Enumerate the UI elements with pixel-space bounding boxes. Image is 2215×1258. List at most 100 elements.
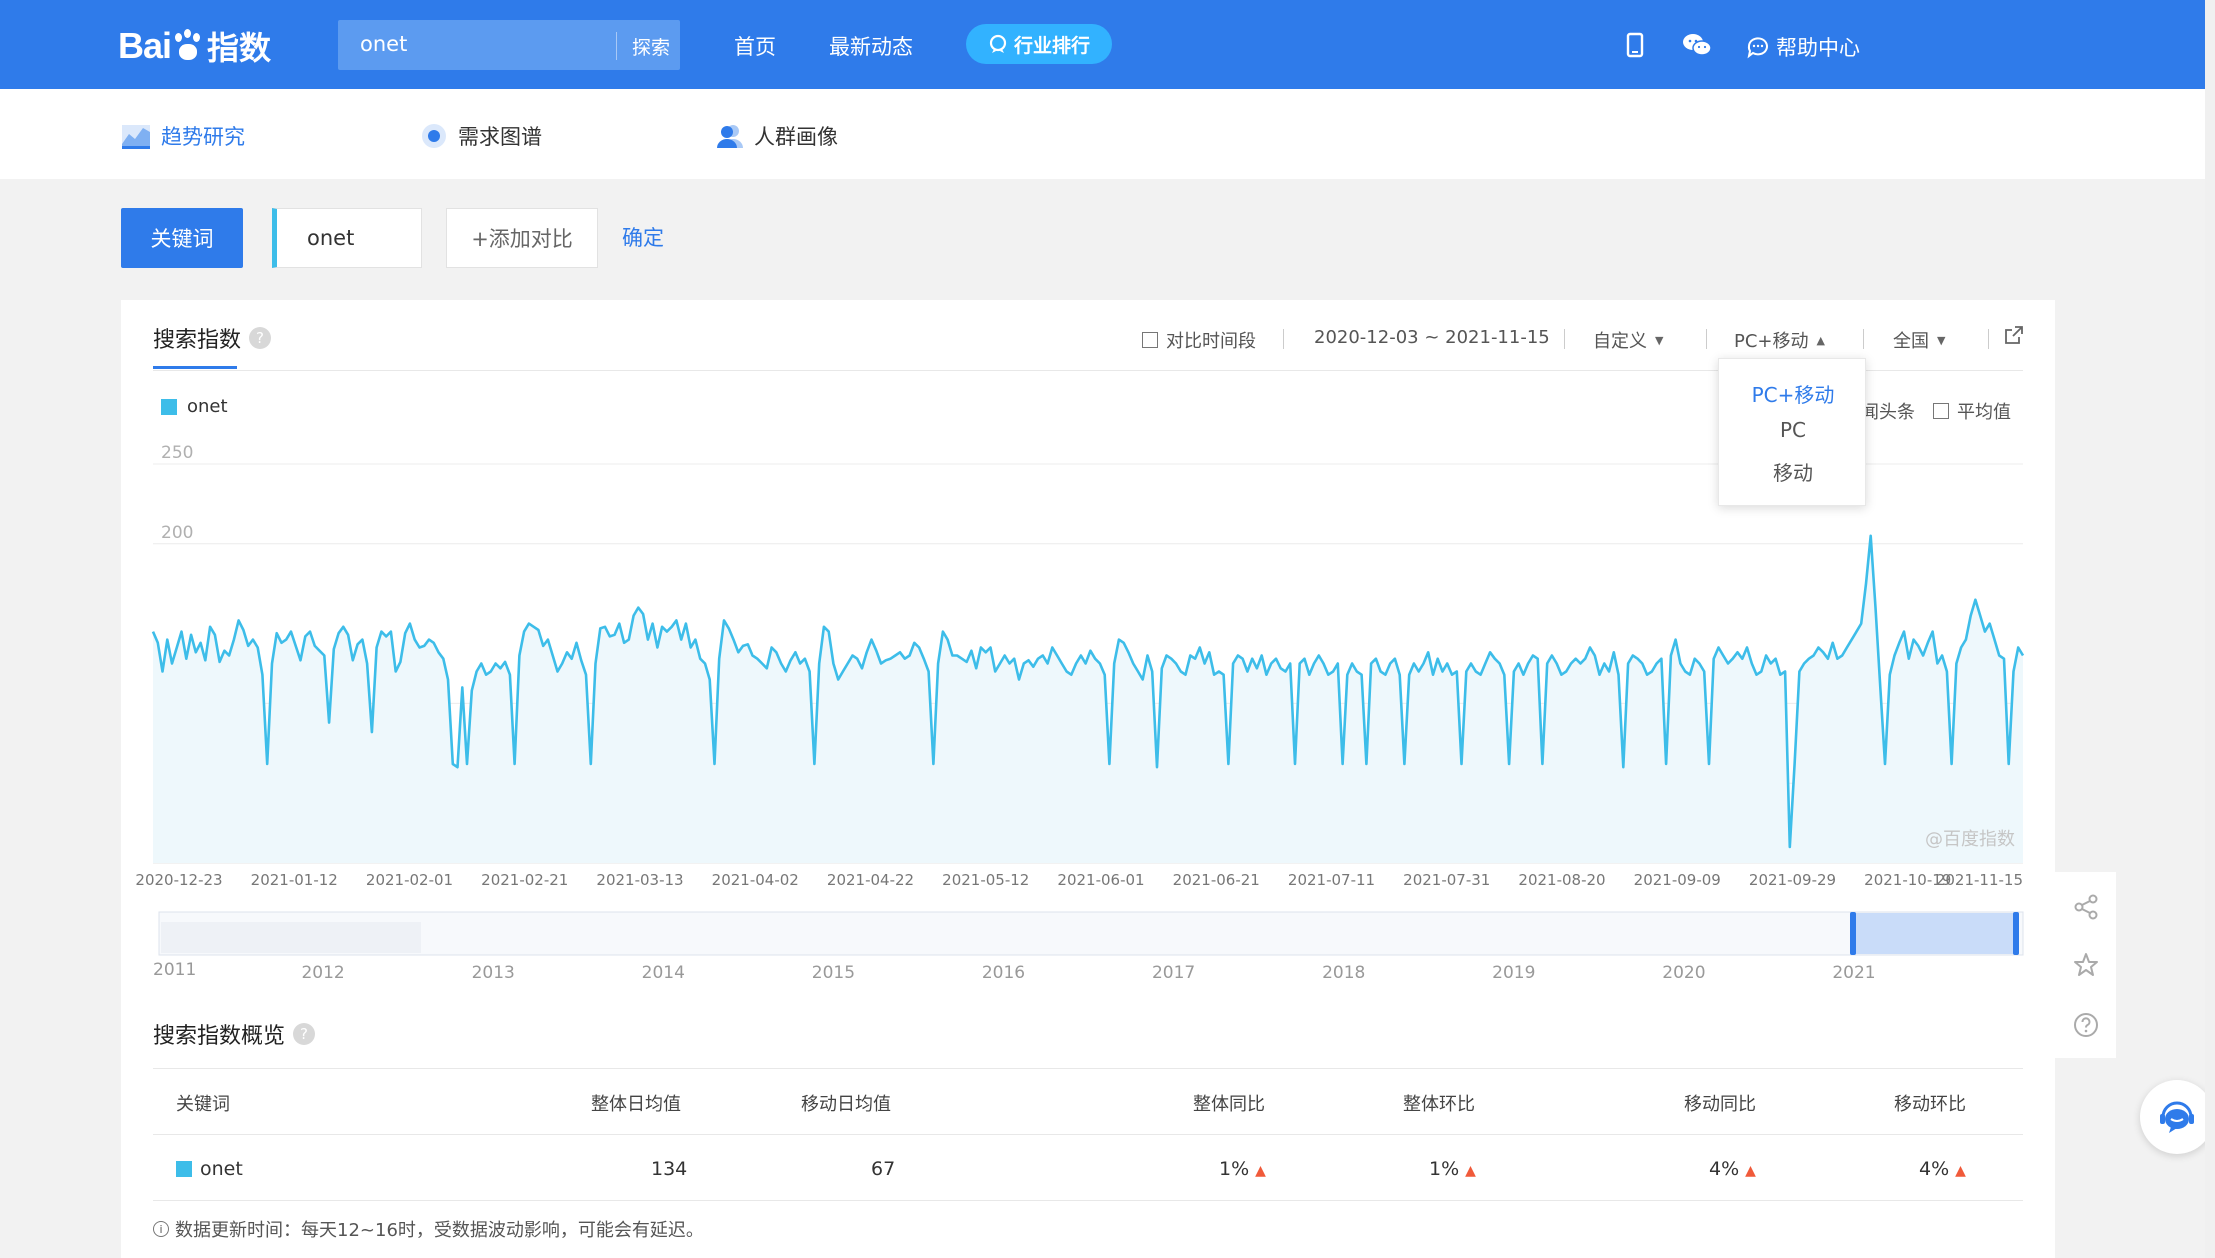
x-tick-label: 2021-04-02 xyxy=(712,871,799,889)
nav-latest-news-link[interactable]: 最新动态 xyxy=(829,35,913,59)
row-mobile-mom: 4% ▲ xyxy=(1919,1158,1966,1180)
timeline-year-label: 2019 xyxy=(1492,963,1535,983)
timeline-year-label: 2018 xyxy=(1322,963,1365,983)
overview-help-icon[interactable]: ? xyxy=(293,1023,316,1045)
search-index-title-text: 搜索指数 xyxy=(153,328,242,353)
custom-range-dropdown[interactable]: 自定义 ▼ xyxy=(1593,327,1663,353)
tab-audience-profile[interactable]: 人群画像 xyxy=(716,121,838,151)
external-link-icon[interactable] xyxy=(2003,324,2025,346)
region-dropdown[interactable]: 全国 ▼ xyxy=(1893,327,1945,353)
date-range-selector[interactable]: 2020-12-03 ~ 2021-11-15 xyxy=(1314,327,1550,348)
col-overall-avg: 整体日均值 xyxy=(591,1094,681,1115)
help-chat-icon xyxy=(1747,37,1768,59)
data-update-note-text: 数据更新时间：每天12~16时，受数据波动影响，可能会有延迟。 xyxy=(175,1220,704,1241)
ranking-badge-icon xyxy=(989,34,1007,53)
y-tick-label: 250 xyxy=(161,443,193,463)
device-option-mobile[interactable]: 移动 xyxy=(1773,461,1813,485)
search-index-chart[interactable]: 25020010050@百度指数2020-12-232021-01-122021… xyxy=(121,300,2055,1000)
row-mobile-avg: 67 xyxy=(871,1158,896,1180)
header-search-box[interactable]: onet 探索 xyxy=(338,20,680,70)
baidu-index-logo[interactable]: Bai 指数 xyxy=(118,18,271,74)
logo-text-index: 指数 xyxy=(207,29,272,67)
star-icon[interactable] xyxy=(2073,952,2099,978)
compare-period-toggle[interactable]: 对比时间段 xyxy=(1142,327,1256,353)
tab-audience-profile-label: 人群画像 xyxy=(754,125,838,149)
arrow-up-icon: ▲ xyxy=(1465,1163,1476,1179)
floating-toolbar xyxy=(2055,872,2116,1058)
x-tick-label: 2021-02-01 xyxy=(366,871,453,889)
x-tick-label: 2021-10-19 xyxy=(1864,871,1951,889)
headset-chat-icon xyxy=(2160,1101,2194,1133)
industry-ranking-button[interactable]: 行业排行 xyxy=(966,24,1112,64)
average-toggle[interactable]: 平均值 xyxy=(1933,398,2011,424)
nav-home-link[interactable]: 首页 xyxy=(734,35,776,59)
series-line-onet xyxy=(151,534,2025,849)
row-swatch xyxy=(176,1161,192,1177)
share-icon[interactable] xyxy=(2073,894,2099,920)
row-overall-mom-value: 1% xyxy=(1429,1158,1460,1180)
device-option-all[interactable]: PC+移动 xyxy=(1751,383,1835,407)
device-dropdown[interactable]: PC+移动 ▲ xyxy=(1734,327,1825,353)
average-label: 平均值 xyxy=(1957,402,2011,423)
help-center-link[interactable]: 帮助中心 xyxy=(1746,32,1860,62)
timeline-year-label: 2015 xyxy=(812,963,855,983)
timeline-year-label: 2013 xyxy=(472,963,515,983)
timeline-year-label: 2014 xyxy=(642,963,685,983)
compare-period-label: 对比时间段 xyxy=(1166,331,1256,352)
search-explore-button[interactable]: 探索 xyxy=(632,37,671,59)
wechat-icon[interactable] xyxy=(1682,32,1712,58)
search-index-panel: 搜索指数 ? 对比时间段 2020-12-03 ~ 2021-11-15 自定义… xyxy=(121,300,2055,1258)
tab-demand-graph-label: 需求图谱 xyxy=(458,125,542,149)
toolbar-divider xyxy=(1988,329,1989,349)
confirm-link[interactable]: 确定 xyxy=(622,226,664,250)
users-icon xyxy=(717,125,743,148)
keyword-input[interactable]: onet xyxy=(272,208,422,268)
timeline-year-label: 2011 xyxy=(153,960,196,980)
keyword-value: onet xyxy=(307,226,355,250)
x-tick-label: 2021-08-20 xyxy=(1518,871,1605,889)
row-overall-avg: 134 xyxy=(651,1158,688,1180)
header-divider xyxy=(153,370,2023,371)
col-mobile-mom: 移动环比 xyxy=(1894,1094,1966,1115)
average-checkbox[interactable] xyxy=(1933,403,1949,419)
tab-trend-research[interactable]: 趋势研究 xyxy=(121,121,245,151)
toolbar-divider xyxy=(1564,329,1565,349)
search-divider xyxy=(616,32,617,60)
header-search-input[interactable]: onet xyxy=(360,32,408,56)
add-compare-button[interactable]: +添加对比 xyxy=(446,208,598,268)
timeline-history-shade xyxy=(161,922,421,953)
table-top-divider xyxy=(153,1068,2023,1069)
timeline-track xyxy=(158,911,2024,956)
timeline-handle-right xyxy=(2013,912,2019,955)
keyword-type-button[interactable]: 关键词 xyxy=(121,208,243,268)
data-update-note: i 数据更新时间：每天12~16时，受数据波动影响，可能会有延迟。 xyxy=(153,1216,704,1242)
device-dropdown-menu: PC+移动 PC 移动 xyxy=(1718,358,1866,506)
paw-icon xyxy=(173,29,203,63)
mobile-icon[interactable] xyxy=(1622,32,1648,58)
timeline-year-label: 2020 xyxy=(1662,963,1705,983)
toolbar-divider xyxy=(1283,329,1284,349)
table-row-keyword: onet xyxy=(176,1158,243,1180)
question-icon[interactable] xyxy=(2073,1012,2099,1038)
compare-period-checkbox[interactable] xyxy=(1142,332,1158,348)
arrow-up-icon: ▲ xyxy=(1745,1163,1756,1179)
caret-down-icon: ▼ xyxy=(1937,333,1946,347)
x-tick-label: 2021-11-15 xyxy=(1936,871,2023,889)
customer-service-button[interactable] xyxy=(2140,1080,2214,1154)
search-index-help-icon[interactable]: ? xyxy=(249,327,272,349)
x-tick-label: 2021-03-13 xyxy=(596,871,683,889)
row-mobile-yoy-value: 4% xyxy=(1709,1158,1740,1180)
info-icon: i xyxy=(153,1221,169,1237)
device-option-pc[interactable]: PC xyxy=(1779,418,1807,442)
col-mobile-avg: 移动日均值 xyxy=(801,1094,891,1115)
col-overall-yoy: 整体同比 xyxy=(1193,1094,1265,1115)
series-area-fill xyxy=(153,535,2023,863)
page-scrollbar[interactable] xyxy=(2205,0,2215,1258)
custom-range-label: 自定义 xyxy=(1593,331,1647,352)
x-tick-label: 2021-09-09 xyxy=(1634,871,1721,889)
timeline-selection xyxy=(1853,913,2016,954)
tab-demand-graph[interactable]: 需求图谱 xyxy=(420,121,542,151)
chart-legend[interactable]: onet xyxy=(161,396,228,417)
row-keyword: onet xyxy=(200,1158,243,1180)
news-headline-toggle[interactable]: 闻头条 xyxy=(1861,398,1915,424)
